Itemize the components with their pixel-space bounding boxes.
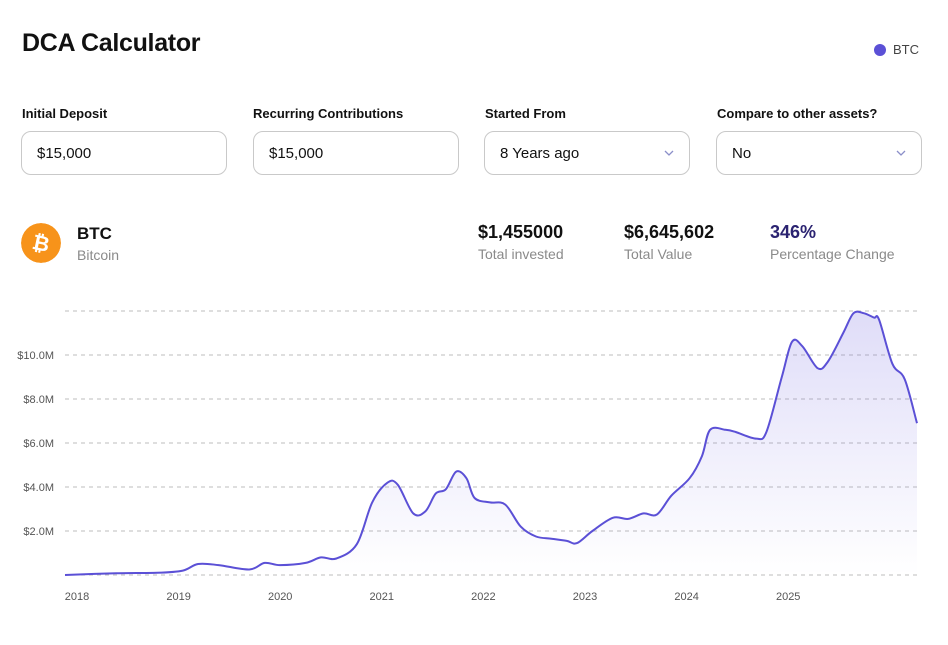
asset-ticker: BTC bbox=[77, 224, 112, 243]
total-invested-label: Total invested bbox=[478, 246, 564, 262]
started-from-label: Started From bbox=[485, 106, 566, 121]
y-axis-tick-label: $4.0M bbox=[23, 482, 54, 494]
total-invested-value: $1,455000 bbox=[478, 222, 564, 242]
recurring-contributions-label: Recurring Contributions bbox=[253, 106, 404, 121]
compare-assets-select[interactable]: No bbox=[716, 131, 922, 175]
initial-deposit-input[interactable]: $15,000 bbox=[21, 131, 227, 175]
y-axis-tick-label: $2.0M bbox=[23, 526, 54, 538]
legend-dot-icon bbox=[874, 43, 886, 56]
recurring-contributions-value: $15,000 bbox=[269, 144, 324, 162]
recurring-contributions-input[interactable]: $15,000 bbox=[253, 131, 459, 175]
chart-area-fill bbox=[65, 311, 917, 575]
portfolio-value-chart: $2.0M $4.0M $6.0M $8.0M $10.0M 2018 2019 2020 2… bbox=[17, 310, 918, 603]
initial-deposit-label: Initial Deposit bbox=[22, 106, 108, 121]
legend-label: BTC bbox=[893, 42, 919, 57]
total-value-value: $6,645,602 bbox=[624, 222, 715, 242]
asset-name: Bitcoin bbox=[77, 247, 120, 263]
x-axis-tick-label: 2023 bbox=[573, 591, 597, 603]
bitcoin-symbol: ₿ bbox=[30, 230, 52, 257]
percentage-change-label: Percentage Change bbox=[770, 246, 895, 262]
bitcoin-logo-icon: ₿ bbox=[21, 223, 61, 263]
started-from-value: 8 Years ago bbox=[500, 144, 580, 162]
x-axis-tick-label: 2019 bbox=[166, 591, 190, 603]
started-from-select[interactable]: 8 Years ago bbox=[484, 131, 690, 175]
chart-legend: BTC bbox=[874, 42, 919, 57]
y-axis-tick-label: $6.0M bbox=[23, 438, 54, 450]
total-value-label: Total Value bbox=[624, 246, 693, 262]
x-axis-tick-label: 2021 bbox=[370, 591, 394, 603]
x-axis-tick-label: 2022 bbox=[471, 591, 495, 603]
x-axis-tick-label: 2018 bbox=[65, 591, 89, 603]
chevron-down-icon bbox=[896, 150, 906, 156]
page-title: DCA Calculator bbox=[22, 29, 201, 57]
chart-series-line-btc bbox=[64, 310, 918, 576]
x-axis-tick-label: 2025 bbox=[776, 591, 800, 603]
compare-assets-value: No bbox=[732, 144, 752, 162]
x-axis-tick-label: 2020 bbox=[268, 591, 292, 603]
initial-deposit-value: $15,000 bbox=[37, 144, 92, 162]
percentage-change-value: 346% bbox=[770, 222, 817, 242]
chevron-down-icon bbox=[664, 150, 674, 156]
y-axis-tick-label: $10.0M bbox=[17, 350, 54, 362]
x-axis-tick-label: 2024 bbox=[674, 591, 698, 603]
compare-assets-label: Compare to other assets? bbox=[717, 106, 878, 121]
y-axis-tick-label: $8.0M bbox=[23, 394, 54, 406]
